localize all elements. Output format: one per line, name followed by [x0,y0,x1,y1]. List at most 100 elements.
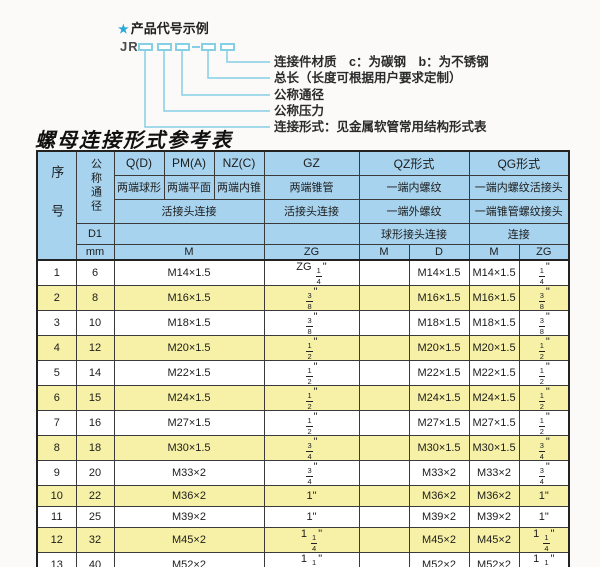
cell-gz-zg: 1 12" [263,552,360,567]
cell-qz-m [358,460,410,486]
code-dash [192,46,200,48]
cell-serial-no: 11 [36,506,77,528]
cell-dn-mm: 40 [75,552,115,567]
header-qz-form: QZ形式 [358,150,470,176]
cell-dn-mm: 20 [75,460,115,486]
cell-gz-zg: 1 2 " [263,335,360,361]
table-row: 11 25 M39×2 1" M39×2 M39×2 1" [36,506,570,528]
cell-qz-m [358,410,410,436]
header-mm: mm [75,243,115,261]
cell-serial-no: 8 [36,435,77,461]
cell-gz-zg: 1 2 " [263,410,360,436]
cell-qz-m [358,360,410,386]
cell-serial-no: 13 [36,552,77,567]
callout-material: 连接件材质 c：为碳钢 b：为不锈钢 [274,55,489,69]
header-qg-zg: ZG [518,243,570,261]
header-qz-connection: 球形接头连接 [358,222,470,245]
header-qg-desc1: 一端内螺纹活接头 [468,174,570,200]
cell-qg-m: M33×2 [468,460,520,486]
cell-serial-no: 3 [36,310,77,336]
table-body: 1 6 M14×1.5 ZG 1 4 " M14×1.5 M14×1.5 1 4 " 2 8 M16×1.… [36,259,570,567]
header-qg-connection: 连接 [468,222,570,245]
cell-gz-zg: 1" [263,506,360,528]
table-row: 5 14 M22×1.5 1 2 " M22×1.5 M22×1.5 1 2 " [36,360,570,386]
cell-qg-zg: 3 8 " [518,285,570,311]
cell-dn-mm: 10 [75,310,115,336]
header-qg-m: M [468,243,520,261]
code-box-2 [157,43,172,51]
serial-no-label: 序号 [49,165,65,243]
cell-qg-zg: 1" [518,485,570,507]
cell-serial-no: 10 [36,485,77,507]
cell-m-thread: M16×1.5 [113,285,265,311]
cell-qg-m: M52×2 [468,552,520,567]
header-qz-desc2: 一端外螺纹 [358,198,470,224]
cell-qz-d: M22×1.5 [408,360,470,386]
cell-qz-d: M20×1.5 [408,335,470,361]
cell-m-thread: M45×2 [113,527,265,553]
header-empty-gz [263,222,360,245]
cell-gz-zg: 1 1 4 " [263,527,360,553]
cell-qz-d: M45×2 [408,527,470,553]
cell-m-thread: M39×2 [113,506,265,528]
product-code-prefix: JR [120,39,139,54]
cell-gz-zg: 3 8 " [263,285,360,311]
cell-qz-d: M36×2 [408,485,470,507]
cell-qg-m: M45×2 [468,527,520,553]
product-code-example-label: 产品代号示例 [130,21,209,36]
cell-qg-m: M20×1.5 [468,335,520,361]
header-pm-desc: 两端平面 [163,174,215,200]
cell-dn-mm: 25 [75,506,115,528]
cell-qg-zg: 3 4 " [518,435,570,461]
product-code-example-heading: ★ 产品代号示例 [118,18,209,37]
star-icon: ★ [118,22,129,36]
cell-qz-m [358,435,410,461]
code-box-5 [220,43,235,51]
cell-dn-mm: 14 [75,360,115,386]
cell-qg-zg: 3 8 " [518,310,570,336]
table-header: 序号 公称通径 Q(D) PM(A) NZ(C) GZ QZ形式 QG形式 两端… [36,150,570,261]
cell-m-thread: M30×1.5 [113,435,265,461]
header-union-connection: 活接头连接 [113,198,265,224]
cell-gz-zg: 1" [263,485,360,507]
cell-qz-m [358,335,410,361]
table-row: 8 18 M30×1.5 3 4 " M30×1.5 M30×1.5 3 4 " [36,435,570,461]
table-title: 螺母连接形式参考表 [35,128,233,152]
cell-m-thread: M20×1.5 [113,335,265,361]
cell-serial-no: 5 [36,360,77,386]
cell-m-thread: M18×1.5 [113,310,265,336]
header-qz-d: D [408,243,470,261]
cell-qz-d: M24×1.5 [408,385,470,411]
cell-qz-m [358,259,410,286]
header-q-desc: 两端球形 [113,174,165,200]
header-empty-union [113,222,265,245]
cell-dn-mm: 32 [75,527,115,553]
header-pm: PM(A) [163,150,215,176]
table-row: 10 22 M36×2 1" M36×2 M36×2 1" [36,485,570,507]
table-row: 7 16 M27×1.5 1 2 " M27×1.5 M27×1.5 1 2 " [36,410,570,436]
table-row: 12 32 M45×2 1 1 4 " M45×2 M45×2 1 1 4 " [36,527,570,553]
cell-qz-m [358,552,410,567]
cell-dn-mm: 16 [75,410,115,436]
cell-qg-zg: 1 2 " [518,360,570,386]
table-row: 1 6 M14×1.5 ZG 1 4 " M14×1.5 M14×1.5 1 4 " [36,259,570,286]
callout-nominal-diameter: 公称通径 [274,88,325,102]
header-qg-desc2: 一端锥管螺纹接头 [468,198,570,224]
cell-qg-m: M39×2 [468,506,520,528]
cell-dn-mm: 18 [75,435,115,461]
cell-qg-zg: 1" [518,506,570,528]
table-row: 6 15 M24×1.5 1 2 " M24×1.5 M24×1.5 1 2 " [36,385,570,411]
cell-qz-d: M30×1.5 [408,435,470,461]
cell-m-thread: M27×1.5 [113,410,265,436]
header-qz-desc1: 一端内螺纹 [358,174,470,200]
cell-gz-zg: 3 4 " [263,460,360,486]
cell-qg-m: M14×1.5 [468,259,520,286]
cell-qz-m [358,506,410,528]
cell-qz-m [358,527,410,553]
table-row: 3 10 M18×1.5 3 8 " M18×1.5 M18×1.5 3 8 " [36,310,570,336]
header-gz: GZ [263,150,360,176]
cell-qz-m [358,285,410,311]
cell-m-thread: M24×1.5 [113,385,265,411]
code-box-1 [138,43,153,51]
